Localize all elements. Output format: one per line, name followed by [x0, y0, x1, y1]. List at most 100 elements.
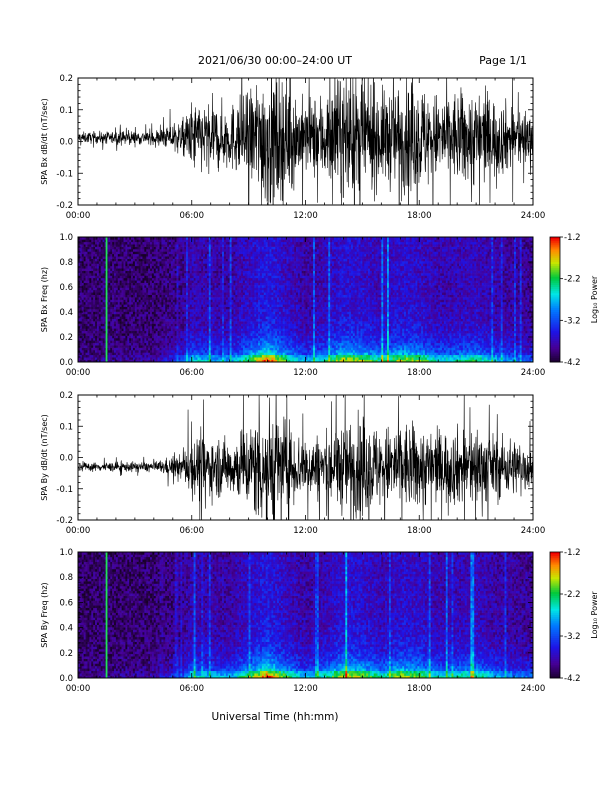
heatmap-cell	[89, 345, 91, 348]
heatmap-cell	[137, 256, 139, 259]
heatmap-cell	[131, 254, 133, 257]
heatmap-cell	[133, 251, 135, 254]
heatmap-cell	[127, 247, 129, 250]
heatmap-cell	[112, 247, 114, 250]
heatmap-cell	[97, 345, 99, 348]
heatmap-cell	[125, 345, 127, 348]
heatmap-cell	[131, 263, 133, 266]
heatmap-cell	[137, 295, 139, 298]
heatmap-cell	[99, 309, 101, 312]
heatmap-cell	[80, 244, 82, 247]
heatmap-cell	[133, 338, 135, 341]
heatmap-cell	[137, 247, 139, 250]
heatmap-cell	[86, 247, 88, 250]
heatmap-cell	[82, 271, 84, 274]
heatmap-cell	[116, 273, 118, 276]
heatmap-cell	[82, 345, 84, 348]
heatmap-cell	[131, 350, 133, 353]
heatmap-cell	[110, 300, 112, 303]
heatmap-cell	[124, 247, 126, 250]
heatmap-cell	[118, 309, 120, 312]
heatmap-cell	[116, 307, 118, 310]
heatmap-cell	[116, 328, 118, 331]
heatmap-cell	[84, 256, 86, 259]
heatmap-cell	[86, 295, 88, 298]
heatmap-cell	[112, 287, 114, 290]
heatmap-cell	[87, 326, 89, 329]
heatmap-cell	[91, 273, 93, 276]
heatmap-cell	[133, 336, 135, 339]
heatmap-cell	[93, 249, 95, 252]
heatmap-cell	[97, 331, 99, 334]
heatmap-cell	[97, 247, 99, 250]
heatmap-cell	[124, 261, 126, 264]
heatmap-cell	[89, 271, 91, 274]
heatmap-cell	[118, 242, 120, 245]
heatmap-cell	[122, 355, 124, 358]
heatmap-cell	[97, 312, 99, 315]
heatmap-cell	[108, 295, 110, 298]
heatmap-cell	[101, 300, 103, 303]
heatmap-cell	[93, 326, 95, 329]
heatmap-cell	[116, 271, 118, 274]
heatmap-cell	[137, 268, 139, 271]
y-tick-label: -0.2	[56, 201, 73, 211]
heatmap-cell	[84, 357, 86, 360]
heatmap-cell	[114, 278, 116, 281]
heatmap-cell	[112, 314, 114, 317]
heatmap-cell	[127, 295, 129, 298]
heatmap-cell	[137, 345, 139, 348]
heatmap-cell	[101, 314, 103, 317]
heatmap-cell	[108, 254, 110, 257]
heatmap-cell	[122, 307, 124, 310]
heatmap-cell	[139, 316, 141, 319]
heatmap-cell	[131, 319, 133, 322]
heatmap-cell	[133, 285, 135, 288]
heatmap-cell	[116, 312, 118, 315]
heatmap-cell	[114, 304, 116, 307]
heatmap-cell	[93, 273, 95, 276]
heatmap-cell	[91, 319, 93, 322]
heatmap-cell	[84, 287, 86, 290]
heatmap-cell	[133, 316, 135, 319]
heatmap-cell	[93, 350, 95, 353]
heatmap-cell	[89, 357, 91, 360]
heatmap-cell	[87, 287, 89, 290]
heatmap-cell	[86, 254, 88, 257]
heatmap-cell	[133, 239, 135, 242]
heatmap-cell	[131, 324, 133, 327]
heatmap-cell	[116, 287, 118, 290]
heatmap-cell	[124, 290, 126, 293]
heatmap-cell	[120, 239, 122, 242]
heatmap-cell	[108, 268, 110, 271]
heatmap-cell	[91, 307, 93, 310]
heatmap-cell	[137, 336, 139, 339]
heatmap-cell	[86, 280, 88, 283]
heatmap-cell	[139, 319, 141, 322]
heatmap-cell	[103, 333, 105, 336]
heatmap-cell	[89, 316, 91, 319]
heatmap-cell	[137, 261, 139, 264]
heatmap-cell	[93, 268, 95, 271]
heatmap-cell	[120, 333, 122, 336]
heatmap-cell	[91, 297, 93, 300]
heatmap-cell	[125, 324, 127, 327]
heatmap-cell	[114, 336, 116, 339]
heatmap-cell	[114, 352, 116, 355]
heatmap-cell	[129, 271, 131, 274]
heatmap-cell	[101, 321, 103, 324]
heatmap-cell	[99, 242, 101, 245]
heatmap-cell	[95, 256, 97, 259]
heatmap-cell	[84, 259, 86, 262]
heatmap-cell	[118, 316, 120, 319]
heatmap-cell	[84, 275, 86, 278]
heatmap-cell	[89, 338, 91, 341]
heatmap-cell	[133, 273, 135, 276]
heatmap-cell	[131, 333, 133, 336]
heatmap-cell	[82, 268, 84, 271]
heatmap-cell	[127, 338, 129, 341]
heatmap-cell	[91, 338, 93, 341]
heatmap-cell	[82, 287, 84, 290]
heatmap-cell	[133, 302, 135, 305]
heatmap-cell	[112, 348, 114, 351]
